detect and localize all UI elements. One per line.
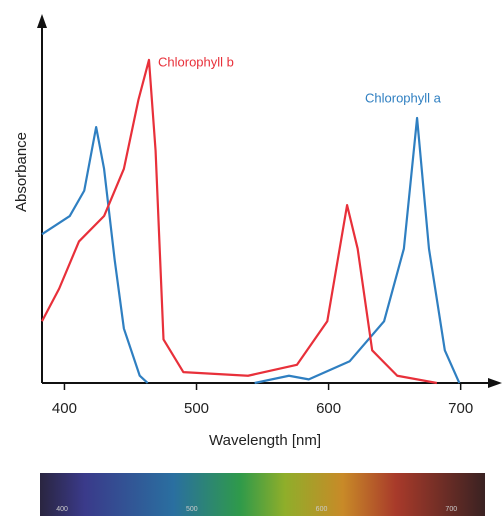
y-axis-label: Absorbance	[13, 132, 30, 212]
series-label: Chlorophyll b	[158, 54, 234, 69]
x-tick-label: 400	[52, 400, 77, 417]
spectrum-tick-label: 400	[56, 506, 68, 513]
spectrum-tick-label: 600	[316, 506, 328, 513]
spectrum-bar	[40, 473, 485, 516]
y-arrow	[37, 14, 47, 28]
x-arrow	[488, 378, 502, 388]
x-tick-label: 600	[316, 400, 341, 417]
x-tick-label: 700	[448, 400, 473, 417]
spectrum-tick-label: 700	[445, 506, 457, 513]
x-axis-label: Wavelength [nm]	[209, 432, 321, 449]
series-line	[41, 116, 461, 385]
spectrum-tick-label: 500	[186, 506, 198, 513]
x-tick-label: 500	[184, 400, 209, 417]
series-line	[41, 58, 438, 385]
series-label: Chlorophyll a	[365, 90, 442, 105]
